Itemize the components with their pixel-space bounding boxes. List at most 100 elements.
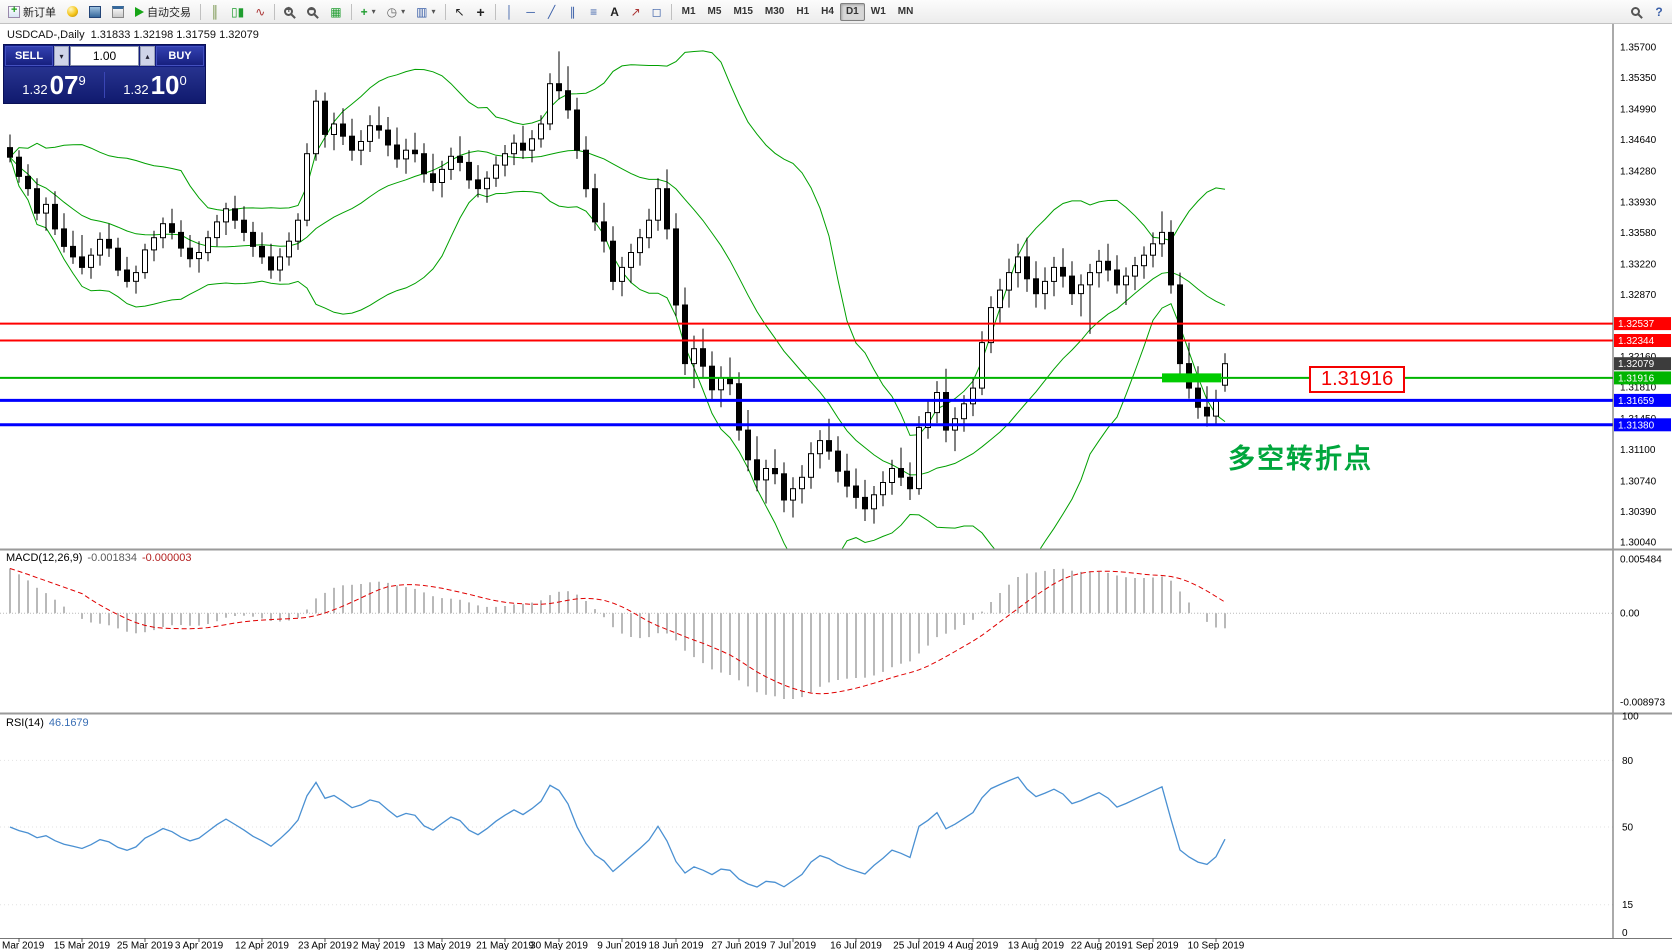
price-tick: 1.32870	[1620, 290, 1657, 301]
date-tick: 9 Jun 2019	[597, 941, 647, 950]
date-tick: 3 Apr 2019	[175, 941, 224, 950]
price-callout-box[interactable]: 1.31916	[1309, 366, 1406, 393]
sell-price-display[interactable]: 1.32079	[4, 70, 104, 101]
indicators-button[interactable]: + ▾	[356, 2, 381, 22]
macd-tick: 0.005484	[1620, 555, 1662, 566]
rsi-panel	[0, 759, 1613, 906]
bar-chart-button[interactable]: ║	[205, 2, 225, 22]
market-watch-button[interactable]	[84, 2, 106, 22]
macd-tick: -0.008973	[1620, 697, 1665, 708]
price-tick: 1.31810	[1620, 383, 1657, 394]
zoom-out-button[interactable]: −	[302, 2, 324, 22]
timeframe-m15[interactable]: M15	[727, 3, 758, 21]
volume-input[interactable]	[70, 46, 139, 66]
date-tick: 10 Sep 2019	[1188, 941, 1245, 950]
line-chart-button[interactable]: ∿	[250, 2, 270, 22]
candlestick-chart-button[interactable]: ▯▮	[226, 2, 249, 22]
date-tick: 12 Apr 2019	[235, 941, 289, 950]
price-tick: 1.30390	[1620, 507, 1657, 518]
chart-text-annotation[interactable]: 多空转折点	[1228, 444, 1373, 474]
templates-button[interactable]: ▥ ▾	[411, 2, 440, 22]
autotrading-button[interactable]: 自动交易	[130, 2, 196, 22]
rsi-tick: 0	[1622, 928, 1628, 939]
rsi-value: 46.1679	[48, 717, 89, 729]
volume-up-button[interactable]: ▴	[140, 46, 155, 66]
date-tick: 5 Mar 2019	[0, 941, 45, 950]
main-chart-area[interactable]	[7, 50, 1228, 577]
chevron-down-icon: ▾	[371, 7, 376, 16]
help-button[interactable]: ?	[1649, 2, 1669, 22]
text-tool-button[interactable]: A	[605, 2, 625, 22]
timeframe-m1[interactable]: M1	[676, 3, 702, 21]
new-order-button[interactable]: 新订单	[3, 2, 61, 22]
date-tick: 25 Jul 2019	[893, 941, 945, 950]
price-tick: 1.34280	[1620, 167, 1657, 178]
sell-button[interactable]: SELL	[5, 46, 53, 66]
search-button[interactable]	[1626, 2, 1648, 22]
timeframe-w1[interactable]: W1	[865, 3, 892, 21]
horizontal-line-icon: ─	[526, 4, 535, 19]
bollinger-band-line	[9, 157, 1226, 549]
price-tick: 1.35350	[1620, 73, 1657, 84]
price-line-label-text: 1.31916	[1618, 373, 1655, 384]
search-icon	[1631, 7, 1640, 16]
rsi-tick: 15	[1622, 900, 1634, 911]
trendline-icon: ╱	[547, 4, 556, 19]
timeframe-h4[interactable]: H4	[815, 3, 840, 21]
date-tick: 27 Jun 2019	[711, 941, 766, 950]
crosshair-tool-button[interactable]: +	[471, 2, 491, 22]
price-axis-column	[1613, 24, 1672, 950]
timeframe-h1[interactable]: H1	[790, 3, 815, 21]
price-line-label	[1614, 393, 1671, 407]
candlestick-icon: ▯▮	[231, 4, 245, 19]
zoom-in-button[interactable]: +	[279, 2, 301, 22]
horizontal-line-tool-button[interactable]: ─	[521, 2, 541, 22]
chevron-down-icon: ▾	[401, 7, 406, 16]
volume-down-button[interactable]: ▾	[54, 46, 69, 66]
shapes-tool-button[interactable]: ◻	[647, 2, 667, 22]
timeframe-m30[interactable]: M30	[759, 3, 790, 21]
new-order-label: 新订单	[23, 6, 56, 19]
tile-windows-button[interactable]: ▦	[325, 2, 346, 22]
date-tick: 16 Jul 2019	[830, 941, 882, 950]
cursor-tool-button[interactable]: ↖	[450, 2, 470, 22]
buy-price-sup: 0	[179, 72, 187, 88]
toolbar-separator	[274, 3, 276, 20]
cursor-icon: ↖	[454, 4, 465, 19]
price-tick: 1.34640	[1620, 135, 1657, 146]
vertical-line-icon: │	[505, 4, 514, 19]
zoom-out-icon: −	[307, 5, 317, 16]
sell-price-sup: 9	[78, 72, 86, 88]
channel-tool-button[interactable]: ∥	[563, 2, 583, 22]
trendline-tool-button[interactable]: ╱	[542, 2, 562, 22]
terminal-button[interactable]	[107, 2, 129, 22]
rsi-name: RSI(14)	[6, 717, 44, 729]
buy-price-display[interactable]: 1.32100	[105, 70, 205, 101]
crystal-ball-button[interactable]	[62, 2, 83, 22]
buy-button[interactable]: BUY	[156, 46, 204, 66]
arrow-tool-button[interactable]: ↗	[626, 2, 646, 22]
toolbar-separator	[670, 3, 672, 20]
template-icon: ▥	[416, 4, 428, 19]
sell-price-head: 1.32	[22, 81, 48, 97]
crosshair-icon: +	[476, 3, 485, 20]
timeframe-d1[interactable]: D1	[839, 2, 865, 21]
price-line-label	[1614, 371, 1671, 385]
date-tick: 13 May 2019	[413, 941, 471, 950]
timeframe-mn[interactable]: MN	[892, 3, 920, 21]
macd-signal-value: -0.000003	[141, 552, 192, 564]
timeframe-m5[interactable]: M5	[702, 3, 728, 21]
toolbar-separator	[200, 3, 201, 20]
date-tick: 1 Sep 2019	[1127, 941, 1179, 950]
periods-button[interactable]: ◷ ▾	[382, 2, 411, 22]
price-line-label-text: 1.31380	[1618, 420, 1655, 431]
vertical-line-tool-button[interactable]: │	[500, 2, 520, 22]
date-tick: 22 Aug 2019	[1071, 941, 1128, 950]
price-tick: 1.33930	[1620, 197, 1657, 208]
date-tick: 15 Mar 2019	[54, 941, 111, 950]
macd-panel	[0, 568, 1613, 699]
fibonacci-tool-button[interactable]: ≡	[584, 2, 604, 22]
toolbar: 新订单 自动交易 ║ ▯▮ ∿ + − ▦ +▾ ◷▾ ▥▾ ↖ + │ ─ ╱…	[0, 0, 1672, 24]
price-line-label-text: 1.32344	[1618, 336, 1655, 347]
